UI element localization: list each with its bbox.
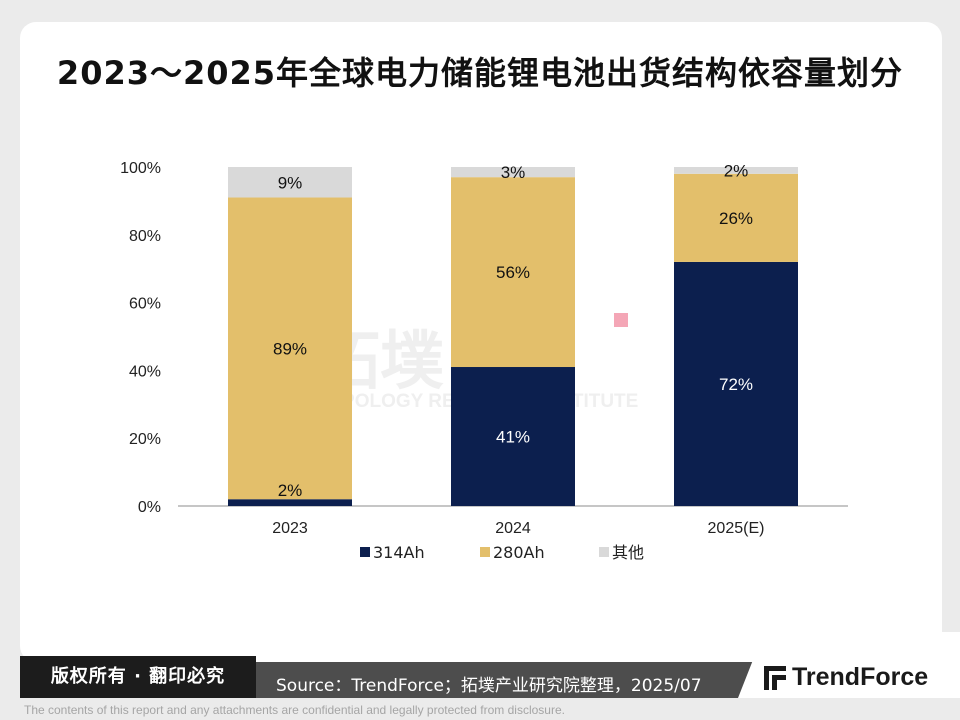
- bar-segment: [451, 367, 575, 506]
- y-tick-label: 0%: [138, 499, 161, 516]
- data-label: 41%: [496, 428, 530, 447]
- disclaimer-text: The contents of this report and any atta…: [24, 703, 565, 717]
- legend-label: 280Ah: [493, 543, 545, 562]
- bar-segment: [451, 167, 575, 178]
- data-label: 9%: [278, 173, 303, 192]
- page-title: 2023～2025年全球电力储能锂电池出货结构依容量划分: [56, 54, 904, 92]
- bar-segment: [228, 499, 352, 506]
- y-tick-label: 100%: [120, 160, 161, 177]
- x-tick-label: 2023: [272, 520, 308, 537]
- data-label: 26%: [719, 209, 753, 228]
- brand-name: TrendForce: [792, 663, 929, 691]
- data-label: 2%: [724, 161, 749, 180]
- source-text: Source：TrendForce；拓墣产业研究院整理，2025/07: [276, 676, 702, 696]
- x-tick-label: 2024: [495, 520, 531, 537]
- data-label: 72%: [719, 375, 753, 394]
- trendforce-logo-icon: [764, 666, 786, 690]
- bar-segment: [228, 167, 352, 198]
- y-tick-label: 60%: [129, 296, 161, 313]
- y-tick-label: 80%: [129, 228, 161, 245]
- legend-label: 314Ah: [373, 543, 425, 562]
- bar-segment: [451, 177, 575, 368]
- watermark-mark: [614, 313, 628, 327]
- legend-label: 其他: [612, 543, 644, 562]
- legend-swatch: [480, 547, 490, 557]
- x-tick-label: 2025(E): [708, 520, 765, 537]
- bar-segment: [674, 261, 798, 506]
- legend-swatch: [360, 547, 370, 557]
- bar-segment: [674, 167, 798, 174]
- data-label: 89%: [273, 339, 307, 358]
- data-label: 56%: [496, 263, 530, 282]
- bar-segment: [228, 197, 352, 500]
- data-label: 2%: [278, 481, 303, 500]
- legend-swatch: [599, 547, 609, 557]
- copyright-notice: 版权所有 · 翻印必究: [20, 656, 256, 698]
- y-tick-label: 20%: [129, 431, 161, 448]
- data-label: 3%: [501, 163, 526, 182]
- y-tick-label: 40%: [129, 363, 161, 380]
- bar-segment: [674, 173, 798, 262]
